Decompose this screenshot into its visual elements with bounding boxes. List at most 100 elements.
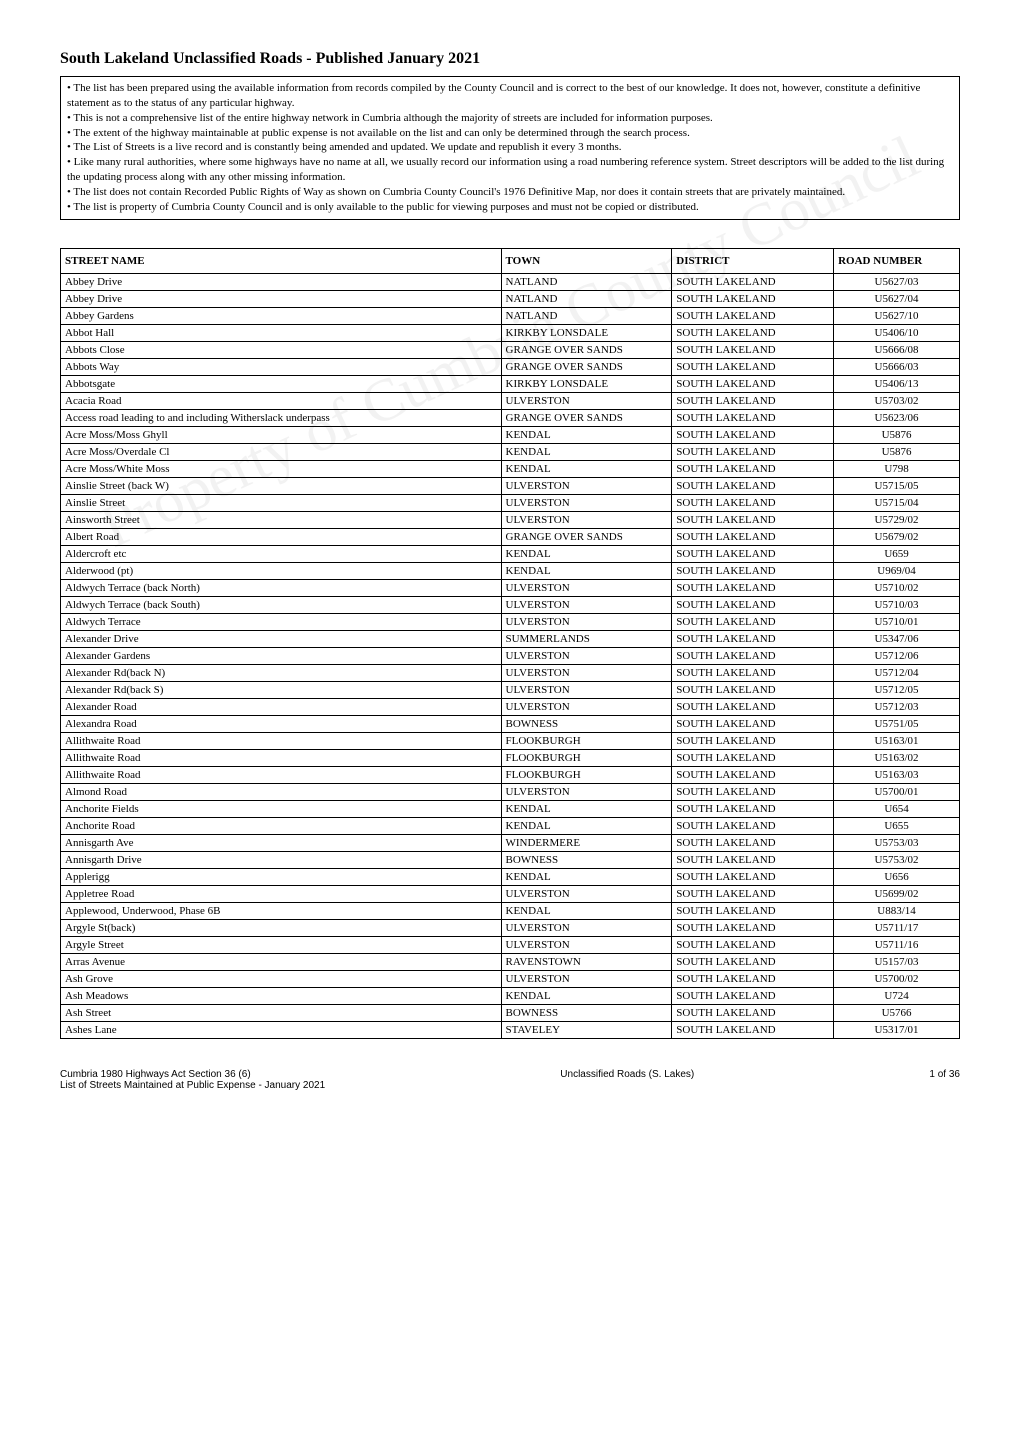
table-row: Arras AvenueRAVENSTOWNSOUTH LAKELANDU515… <box>61 953 960 970</box>
table-row: Aldwych Terrace (back North)ULVERSTONSOU… <box>61 579 960 596</box>
table-row: Applewood, Underwood, Phase 6BKENDALSOUT… <box>61 902 960 919</box>
table-cell: ULVERSTON <box>501 783 672 800</box>
table-row: Ashes LaneSTAVELEYSOUTH LAKELANDU5317/01 <box>61 1021 960 1038</box>
table-cell: U5703/02 <box>834 392 960 409</box>
table-cell: SOUTH LAKELAND <box>672 443 834 460</box>
table-cell: Aldwych Terrace (back North) <box>61 579 502 596</box>
table-cell: SOUTH LAKELAND <box>672 290 834 307</box>
table-cell: SOUTH LAKELAND <box>672 970 834 987</box>
table-cell: ULVERSTON <box>501 477 672 494</box>
table-cell: U5163/02 <box>834 749 960 766</box>
table-cell: BOWNESS <box>501 1004 672 1021</box>
table-cell: U5627/03 <box>834 273 960 290</box>
table-cell: KENDAL <box>501 426 672 443</box>
table-cell: Alexandra Road <box>61 715 502 732</box>
table-cell: NATLAND <box>501 307 672 324</box>
table-cell: U5710/01 <box>834 613 960 630</box>
table-cell: KENDAL <box>501 987 672 1004</box>
table-cell: Allithwaite Road <box>61 732 502 749</box>
table-cell: Annisgarth Ave <box>61 834 502 851</box>
table-cell: Alexander Drive <box>61 630 502 647</box>
table-row: Acacia RoadULVERSTONSOUTH LAKELANDU5703/… <box>61 392 960 409</box>
table-cell: Acre Moss/White Moss <box>61 460 502 477</box>
table-cell: KENDAL <box>501 545 672 562</box>
table-cell: RAVENSTOWN <box>501 953 672 970</box>
table-cell: SOUTH LAKELAND <box>672 987 834 1004</box>
table-cell: Appletree Road <box>61 885 502 902</box>
table-cell: SOUTH LAKELAND <box>672 596 834 613</box>
table-row: Alexander Rd(back S)ULVERSTONSOUTH LAKEL… <box>61 681 960 698</box>
table-cell: SOUTH LAKELAND <box>672 579 834 596</box>
table-cell: Alexander Road <box>61 698 502 715</box>
table-cell: U5712/04 <box>834 664 960 681</box>
table-cell: U5711/16 <box>834 936 960 953</box>
table-cell: FLOOKBURGH <box>501 766 672 783</box>
table-cell: U5163/01 <box>834 732 960 749</box>
table-cell: SOUTH LAKELAND <box>672 953 834 970</box>
table-cell: Aldwych Terrace (back South) <box>61 596 502 613</box>
table-cell: U5710/02 <box>834 579 960 596</box>
col-header-district: DISTRICT <box>672 248 834 273</box>
table-cell: U656 <box>834 868 960 885</box>
table-cell: Almond Road <box>61 783 502 800</box>
table-cell: KENDAL <box>501 460 672 477</box>
table-row: Aldwych Terrace (back South)ULVERSTONSOU… <box>61 596 960 613</box>
table-cell: U724 <box>834 987 960 1004</box>
table-row: Alexander RoadULVERSTONSOUTH LAKELANDU57… <box>61 698 960 715</box>
table-cell: U5729/02 <box>834 511 960 528</box>
table-row: Abbey GardensNATLANDSOUTH LAKELANDU5627/… <box>61 307 960 324</box>
table-cell: SOUTH LAKELAND <box>672 511 834 528</box>
table-cell: U5710/03 <box>834 596 960 613</box>
table-cell: Applewood, Underwood, Phase 6B <box>61 902 502 919</box>
table-cell: U5712/06 <box>834 647 960 664</box>
table-cell: KENDAL <box>501 800 672 817</box>
table-row: Aldercroft etcKENDALSOUTH LAKELANDU659 <box>61 545 960 562</box>
table-cell: SOUTH LAKELAND <box>672 460 834 477</box>
table-cell: SOUTH LAKELAND <box>672 494 834 511</box>
table-cell: SOUTH LAKELAND <box>672 715 834 732</box>
note-line: • The list is property of Cumbria County… <box>67 200 953 215</box>
table-cell: U5406/10 <box>834 324 960 341</box>
table-row: Alexander GardensULVERSTONSOUTH LAKELAND… <box>61 647 960 664</box>
table-cell: SOUTH LAKELAND <box>672 307 834 324</box>
table-cell: Anchorite Fields <box>61 800 502 817</box>
table-cell: SOUTH LAKELAND <box>672 834 834 851</box>
table-row: Ash GroveULVERSTONSOUTH LAKELANDU5700/02 <box>61 970 960 987</box>
table-cell: FLOOKBURGH <box>501 732 672 749</box>
table-row: Abbey DriveNATLANDSOUTH LAKELANDU5627/04 <box>61 290 960 307</box>
table-cell: KIRKBY LONSDALE <box>501 324 672 341</box>
table-cell: SOUTH LAKELAND <box>672 1021 834 1038</box>
table-row: Abbey DriveNATLANDSOUTH LAKELANDU5627/03 <box>61 273 960 290</box>
table-cell: GRANGE OVER SANDS <box>501 341 672 358</box>
table-cell: ULVERSTON <box>501 698 672 715</box>
table-cell: Abbots Close <box>61 341 502 358</box>
table-row: Acre Moss/White MossKENDALSOUTH LAKELAND… <box>61 460 960 477</box>
note-line: • Like many rural authorities, where som… <box>67 155 953 185</box>
table-cell: Alexander Rd(back N) <box>61 664 502 681</box>
table-cell: ULVERSTON <box>501 970 672 987</box>
table-cell: FLOOKBURGH <box>501 749 672 766</box>
table-cell: U5666/08 <box>834 341 960 358</box>
table-cell: Ainslie Street (back W) <box>61 477 502 494</box>
table-row: Argyle StreetULVERSTONSOUTH LAKELANDU571… <box>61 936 960 953</box>
table-row: Appletree RoadULVERSTONSOUTH LAKELANDU56… <box>61 885 960 902</box>
table-cell: U654 <box>834 800 960 817</box>
table-cell: SOUTH LAKELAND <box>672 647 834 664</box>
footer-right: 1 of 36 <box>929 1069 960 1091</box>
table-cell: Abbot Hall <box>61 324 502 341</box>
table-cell: SOUTH LAKELAND <box>672 562 834 579</box>
table-cell: SOUTH LAKELAND <box>672 698 834 715</box>
table-cell: ULVERSTON <box>501 511 672 528</box>
table-cell: U5627/04 <box>834 290 960 307</box>
notes-box: • The list has been prepared using the a… <box>60 76 960 220</box>
table-cell: KENDAL <box>501 562 672 579</box>
table-cell: GRANGE OVER SANDS <box>501 528 672 545</box>
table-row: Access road leading to and including Wit… <box>61 409 960 426</box>
table-row: Allithwaite RoadFLOOKBURGHSOUTH LAKELAND… <box>61 732 960 749</box>
table-cell: SOUTH LAKELAND <box>672 426 834 443</box>
table-row: Alexander DriveSUMMERLANDSSOUTH LAKELAND… <box>61 630 960 647</box>
table-cell: KENDAL <box>501 902 672 919</box>
table-cell: SOUTH LAKELAND <box>672 528 834 545</box>
table-cell: SOUTH LAKELAND <box>672 545 834 562</box>
table-cell: ULVERSTON <box>501 613 672 630</box>
